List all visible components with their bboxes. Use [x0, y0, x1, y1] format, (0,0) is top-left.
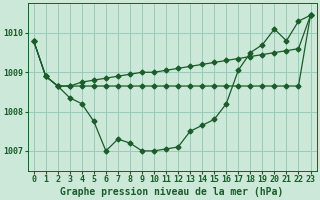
- X-axis label: Graphe pression niveau de la mer (hPa): Graphe pression niveau de la mer (hPa): [60, 186, 284, 197]
